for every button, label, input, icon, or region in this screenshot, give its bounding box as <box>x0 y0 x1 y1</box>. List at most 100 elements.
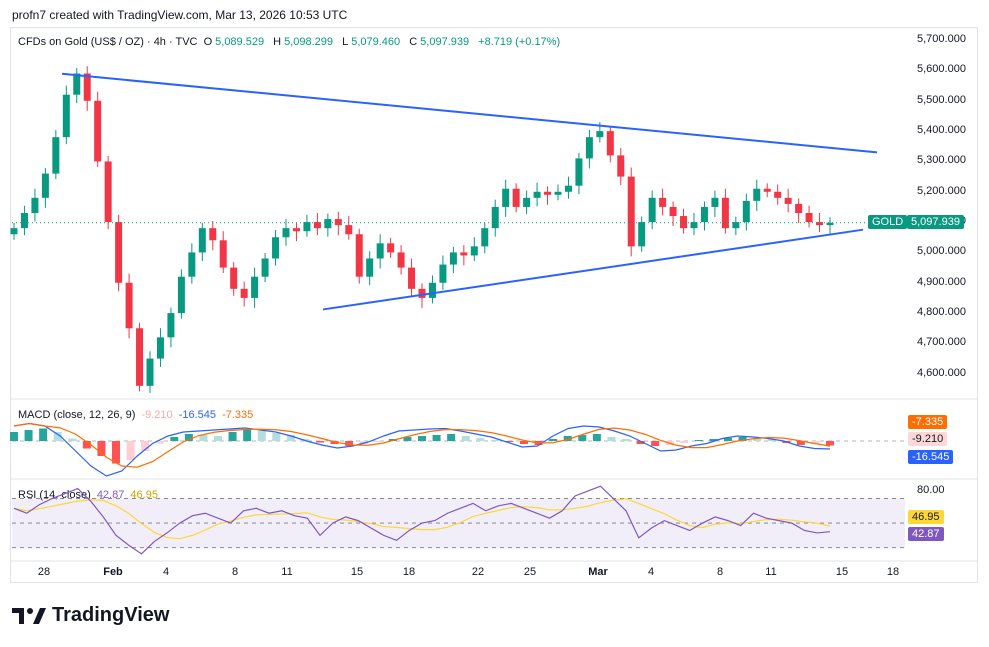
candle-body <box>219 240 227 268</box>
candle-body <box>648 197 656 223</box>
macd-histogram-bar <box>592 434 601 441</box>
candle-body <box>606 131 614 156</box>
candle-body <box>313 222 321 229</box>
candle-body <box>94 100 102 162</box>
candle-body <box>617 155 625 177</box>
candle-body <box>261 258 269 277</box>
price-tick-label: 4,600.000 <box>917 366 966 379</box>
candle-body <box>575 158 583 186</box>
rsi-legend: RSI (14, close) 42.87 46.95 <box>18 489 161 501</box>
last-price-tag: 5,097.939 <box>907 215 964 229</box>
date-tick-label: 15 <box>835 566 849 578</box>
candle-body <box>52 137 60 174</box>
candle-body <box>282 228 290 238</box>
candle-body <box>209 228 217 241</box>
price-tick-label: 4,900.000 <box>917 275 966 288</box>
candle-body <box>638 222 646 247</box>
candle-body <box>83 73 91 101</box>
candle-body <box>198 228 206 253</box>
upper-trendline <box>61 72 878 154</box>
candle-body <box>753 188 761 201</box>
macd-histogram-bar <box>345 441 354 446</box>
macd-histogram-bar <box>505 441 514 442</box>
price-tick-label: 4,700.000 <box>917 336 966 349</box>
price-tick-label: 5,500.000 <box>917 93 966 106</box>
candle-body <box>177 276 185 314</box>
candle-body <box>449 252 457 265</box>
macd-histogram-bar <box>330 441 339 444</box>
candle-body <box>418 288 426 298</box>
candle-body <box>533 191 541 198</box>
date-tick-label: 4 <box>647 566 655 578</box>
candle-body <box>711 197 719 207</box>
candle-body <box>31 197 39 213</box>
candle-body <box>104 161 112 223</box>
macd-histogram-bar <box>359 441 368 444</box>
date-tick-label: 4 <box>162 566 170 578</box>
macd-title[interactable]: MACD (close, 12, 26, 9) <box>18 409 136 421</box>
signal-line <box>13 422 831 468</box>
date-tick-label: 15 <box>350 566 364 578</box>
price-tick-label: 5,000.000 <box>917 245 966 258</box>
date-tick-label: 11 <box>281 566 293 578</box>
symbol-price-tag: GOLD <box>868 215 908 229</box>
candle-body <box>805 213 813 223</box>
candle-body <box>816 222 824 226</box>
rsi-ma-tag: 46.95 <box>908 510 944 524</box>
candle-body <box>366 258 374 277</box>
macd-histogram-bar <box>214 436 222 441</box>
candle-body <box>334 219 342 226</box>
macd-histogram-bar <box>738 437 747 441</box>
macd-histogram-bar <box>403 437 412 441</box>
candle-body <box>428 282 436 298</box>
macd-histogram-bar <box>476 438 485 441</box>
macd-histogram-bar <box>170 437 179 441</box>
candle-body <box>408 267 416 289</box>
symbol-title[interactable]: CFDs on Gold (US$ / OZ) · 4h · TVC <box>18 36 198 48</box>
macd-histogram-bar <box>767 439 776 441</box>
candle-body <box>240 288 248 298</box>
attribution-text: profn7 created with TradingView.com, Mar… <box>12 8 348 22</box>
rsi-title[interactable]: RSI (14, close) <box>18 489 91 501</box>
macd-histogram-bar <box>578 435 587 441</box>
date-tick-label: 28 <box>37 566 51 578</box>
rsi-level-80: 80.00 <box>917 484 945 496</box>
macd-histogram-bar <box>184 434 193 441</box>
candle-body <box>470 246 478 256</box>
candle-body <box>627 176 635 247</box>
candle-body <box>721 197 729 229</box>
candle-body <box>795 203 803 213</box>
candle-body <box>146 358 154 386</box>
candle-body <box>439 264 447 283</box>
macd-histogram-bar <box>520 441 528 444</box>
price-tick-label: 5,300.000 <box>917 154 966 167</box>
low-value: L 5,079.460 <box>342 36 401 48</box>
date-tick-label: 22 <box>471 566 485 578</box>
price-tick-label: 5,200.000 <box>917 184 966 197</box>
date-tick-label: 11 <box>765 566 777 578</box>
candle-body <box>62 94 70 138</box>
candle-body <box>460 252 468 256</box>
tradingview-logo[interactable]: TradingView <box>12 604 169 627</box>
macd-hist-value: -9.210 <box>141 409 173 421</box>
candle-body <box>732 222 740 229</box>
macd-histogram-bar <box>549 439 558 441</box>
macd-histogram-bar <box>141 441 150 451</box>
macd-histogram-bar <box>432 435 441 441</box>
candle-body <box>502 188 510 207</box>
macd-line-tag: -16.545 <box>908 450 954 464</box>
macd-histogram-bar <box>272 433 281 441</box>
candle-body <box>784 197 792 204</box>
macd-histogram-bar <box>24 430 33 441</box>
candle-body <box>167 313 175 338</box>
date-tick-label: 25 <box>523 566 537 578</box>
candle-body <box>742 200 750 223</box>
macd-histogram-bar <box>374 441 383 442</box>
macd-histogram-bar <box>490 440 499 441</box>
candle-body <box>230 267 238 289</box>
macd-histogram-bar <box>724 438 732 441</box>
candle-body <box>303 222 311 232</box>
macd-histogram-bar <box>461 436 470 441</box>
candle-body <box>774 191 782 198</box>
